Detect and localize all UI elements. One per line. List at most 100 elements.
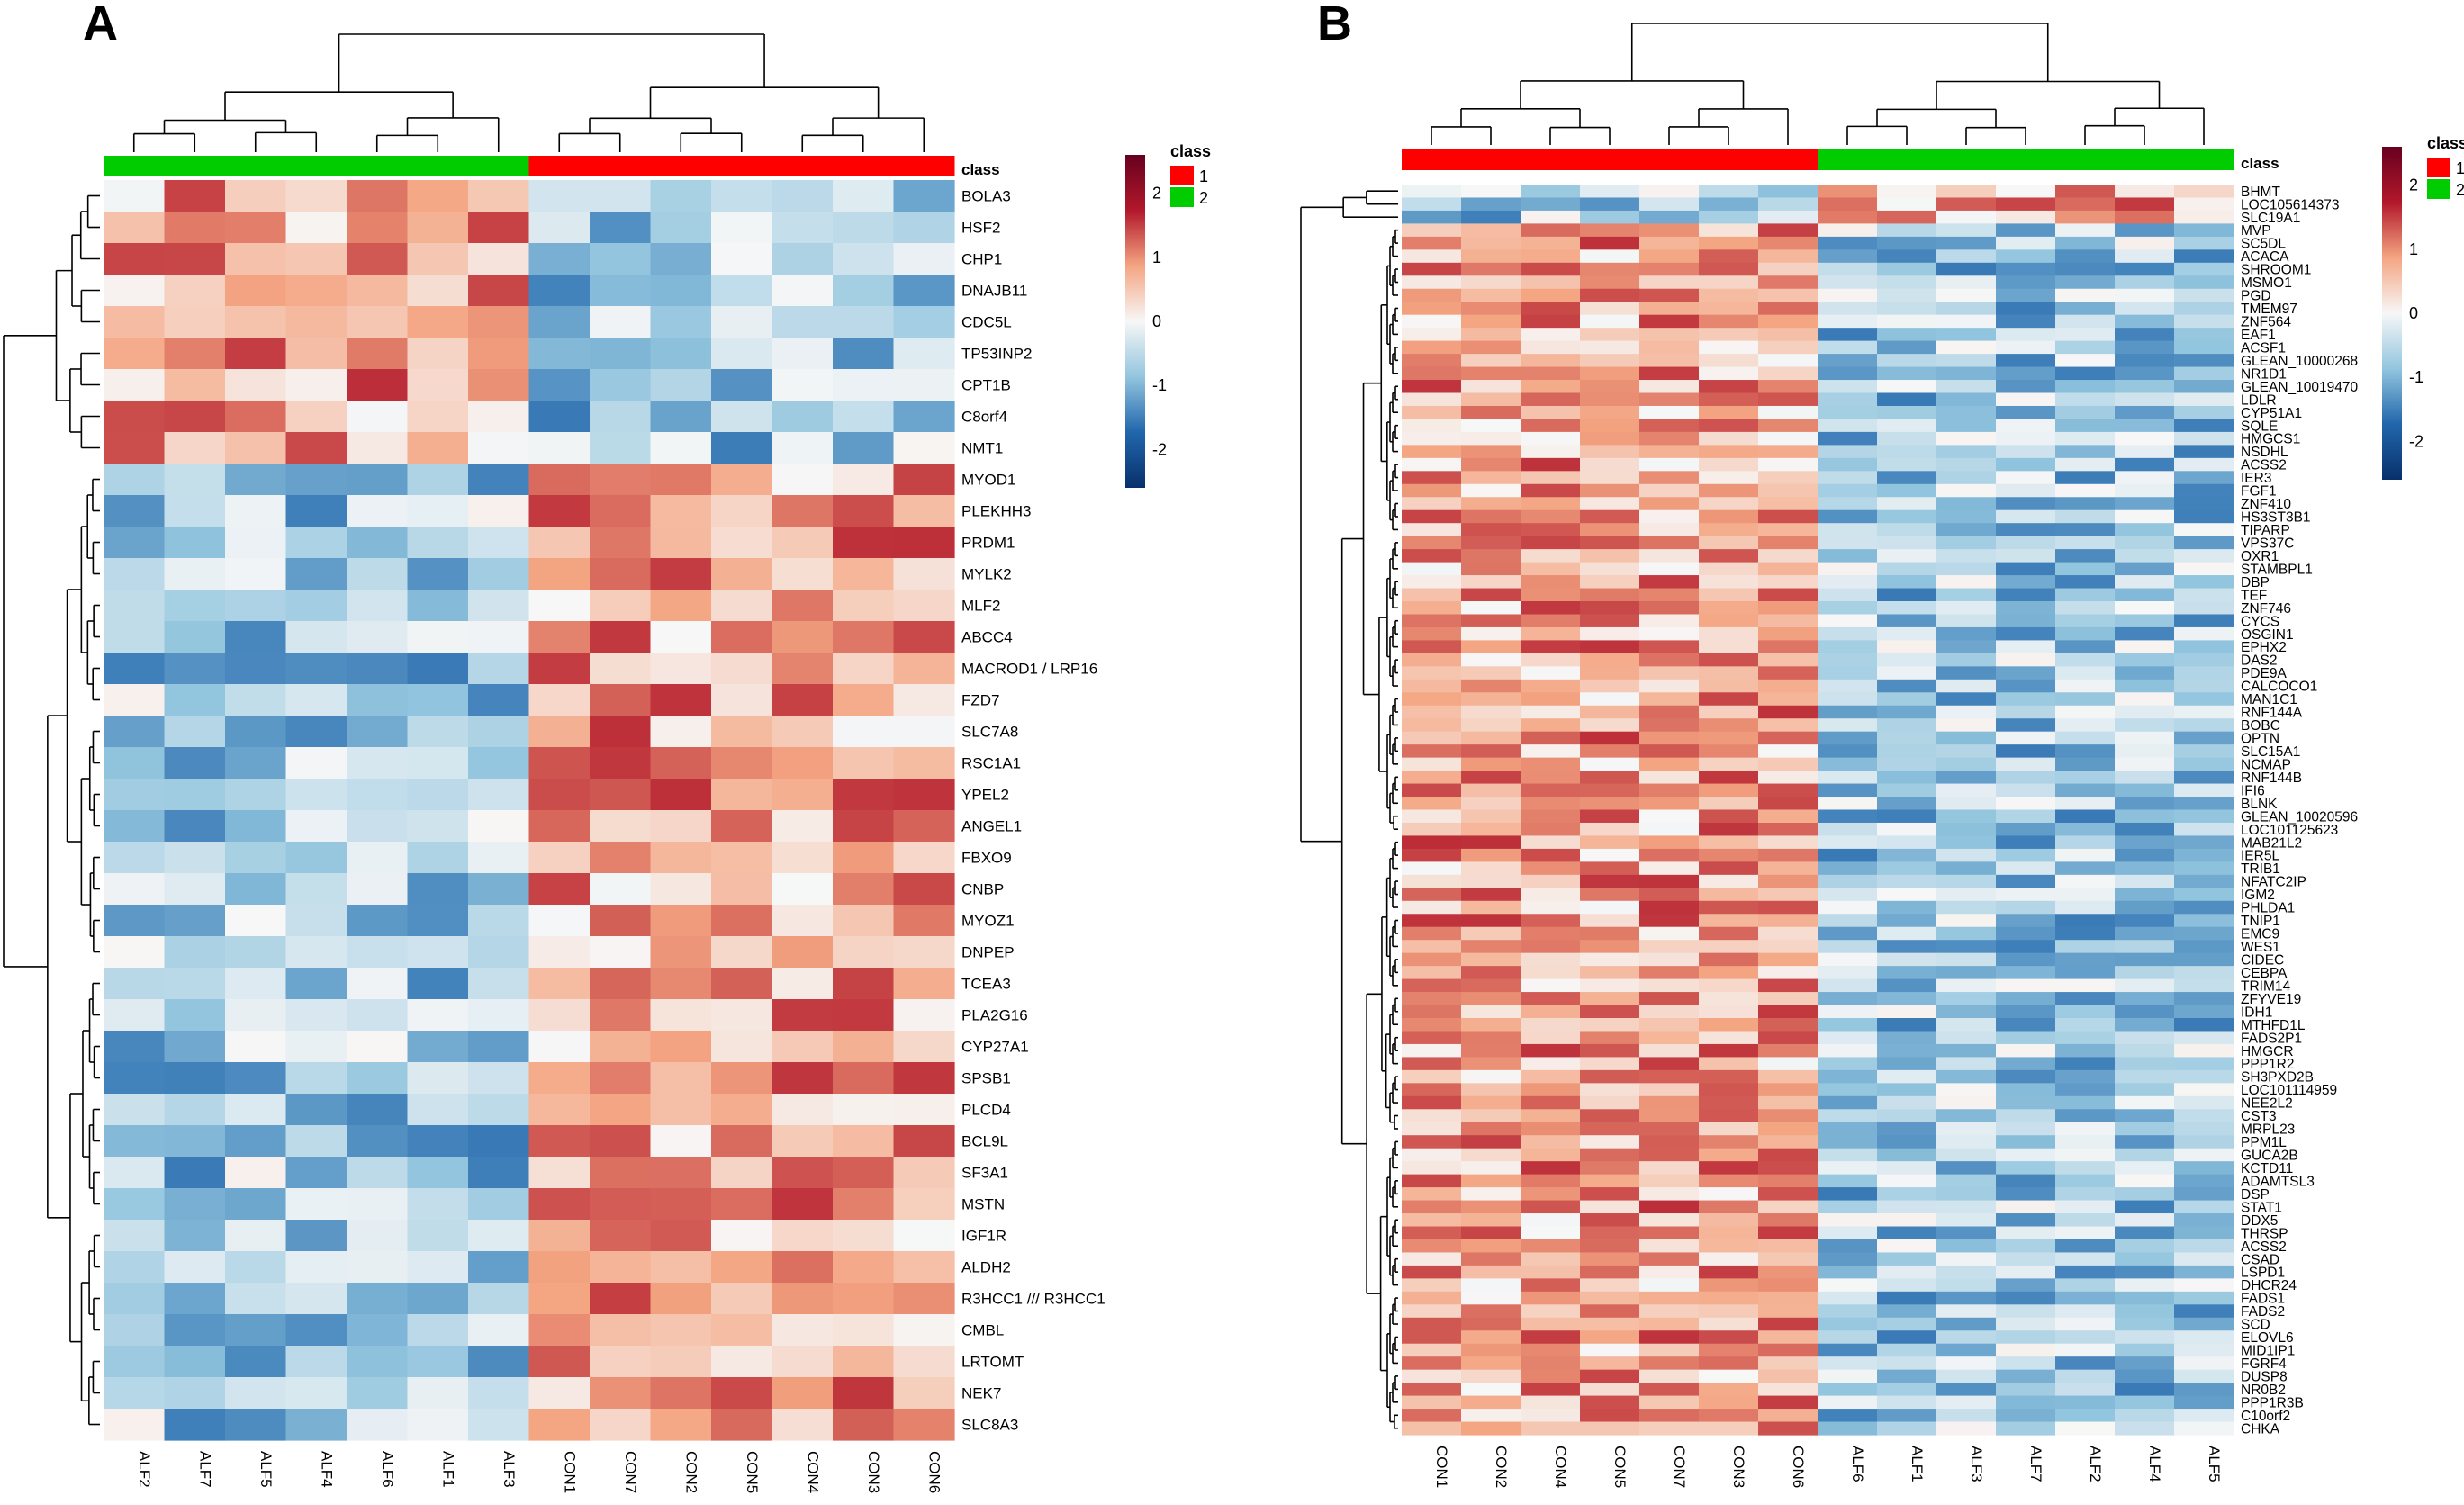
heatmap-cell [1461, 731, 1521, 745]
heatmap-cell [1639, 783, 1700, 798]
heatmap-cell [1758, 692, 1819, 707]
heatmap-cell [104, 1157, 166, 1189]
heatmap-cell [1818, 705, 1878, 719]
heatmap-cell [104, 621, 166, 653]
heatmap-cell [1639, 314, 1700, 329]
heatmap-cell [1699, 679, 1759, 693]
heatmap-cell [772, 590, 834, 622]
heatmap-cell [1580, 666, 1640, 680]
heatmap-cell [468, 1251, 530, 1284]
heatmap-cell [2174, 340, 2234, 355]
heatmap-cell [1402, 1252, 1462, 1266]
heatmap-cell [1461, 223, 1521, 238]
gene-label: HMGCR [2241, 1044, 2294, 1059]
heatmap-cell [285, 747, 347, 780]
heatmap-cell [1580, 380, 1640, 394]
heatmap-cell [1402, 223, 1462, 238]
heatmap-cell [164, 810, 226, 843]
heatmap-cell [1996, 509, 2056, 524]
heatmap-cell [2055, 185, 2116, 199]
heatmap-cell [2174, 1187, 2234, 1202]
class-bar-cell [164, 156, 226, 176]
heatmap-cell [2055, 1031, 2116, 1045]
heatmap-cell [1996, 1291, 2056, 1305]
heatmap-cell [1699, 1239, 1759, 1254]
heatmap-cell [2174, 978, 2234, 993]
heatmap-cell [1936, 757, 1997, 771]
heatmap-cell [1639, 1291, 1700, 1305]
heatmap-cell [1639, 1043, 1700, 1059]
heatmap-cell [893, 999, 955, 1032]
heatmap-cell [1580, 940, 1640, 954]
heatmap-cell [711, 999, 773, 1032]
heatmap-cell [1699, 509, 1759, 524]
heatmap-cell [1402, 380, 1462, 394]
heatmap-cell [1758, 445, 1819, 459]
gene-label: OSGIN1 [2241, 627, 2294, 643]
heatmap-cell [1639, 914, 1700, 928]
heatmap-cell [2115, 445, 2175, 459]
heatmap-cell [285, 1251, 347, 1284]
heatmap-cell [1877, 1187, 1937, 1202]
heatmap-cell [1402, 588, 1462, 602]
heatmap-cell [2174, 1200, 2234, 1214]
heatmap-cell [650, 1188, 712, 1221]
heatmap-cell [1521, 1005, 1581, 1019]
heatmap-cell [1580, 392, 1640, 407]
heatmap-cell [772, 653, 834, 685]
heatmap-cell [347, 810, 409, 843]
heatmap-cell [1699, 1187, 1759, 1202]
heatmap-cell [285, 1314, 347, 1347]
heatmap-cell [285, 306, 347, 338]
heatmap-cell [1699, 223, 1759, 238]
heatmap-cell [893, 432, 955, 464]
heatmap-cell [1936, 1395, 1997, 1410]
heatmap-cell [1402, 328, 1462, 342]
heatmap-cell [1996, 797, 2056, 811]
heatmap-cell [468, 1314, 530, 1347]
heatmap-cell [1996, 1409, 2056, 1423]
heatmap-cell [1699, 483, 1759, 498]
heatmap-cell [347, 621, 409, 653]
heatmap-cell [1758, 822, 1819, 837]
heatmap-cell [2055, 874, 2116, 888]
heatmap-cell [1639, 809, 1700, 824]
heatmap-cell [1461, 1265, 1521, 1279]
heatmap-cell [1936, 262, 1997, 276]
heatmap-cell [528, 621, 591, 653]
gene-label: TRIM14 [2241, 978, 2291, 994]
heatmap-cell [1877, 523, 1937, 537]
heatmap-cell [1461, 1200, 1521, 1214]
heatmap-cell [164, 873, 226, 906]
heatmap-cell [1461, 1083, 1521, 1097]
heatmap-cell [1877, 718, 1937, 733]
heatmap-cell [1699, 1369, 1759, 1383]
heatmap-cell [1639, 445, 1700, 459]
heatmap-cell [1996, 640, 2056, 654]
heatmap-cell [1521, 1161, 1581, 1176]
heatmap-cell [468, 1188, 530, 1221]
heatmap-cell [225, 684, 287, 716]
heatmap-cell [1639, 952, 1700, 967]
heatmap-cell [1877, 926, 1937, 941]
heatmap-cell [1521, 705, 1581, 719]
heatmap-cell [1996, 666, 2056, 680]
sample-label: CON4 [804, 1451, 821, 1493]
heatmap-cell [1758, 1409, 1819, 1423]
heatmap-cell [1936, 653, 1997, 667]
heatmap-cell [2115, 1291, 2175, 1305]
heatmap-cell [1936, 1135, 1997, 1149]
heatmap-cell [1818, 978, 1878, 993]
heatmap-cell [772, 180, 834, 212]
heatmap-cell [1877, 797, 1937, 811]
heatmap-cell [1580, 1226, 1640, 1240]
gene-label: C10orf2 [2241, 1409, 2290, 1424]
heatmap-cell [1402, 431, 1462, 446]
heatmap-cell [285, 1062, 347, 1095]
heatmap-cell [711, 1220, 773, 1252]
heatmap-cell [528, 999, 591, 1032]
heatmap-cell [1996, 1421, 2056, 1436]
heatmap-cell [833, 243, 895, 275]
heatmap-cell [407, 1346, 469, 1378]
heatmap-cell [1699, 940, 1759, 954]
